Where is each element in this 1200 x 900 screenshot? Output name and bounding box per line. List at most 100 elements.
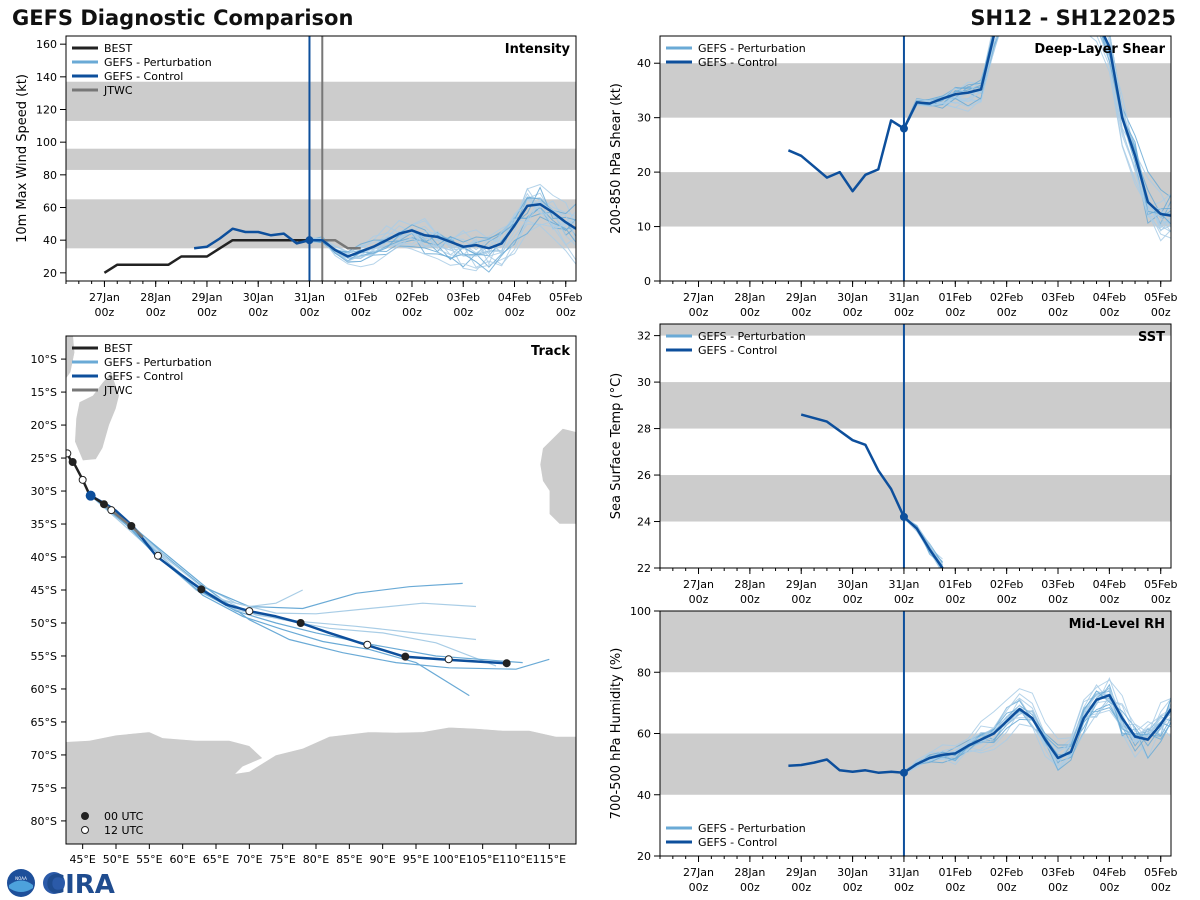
- shear-x-tick-label-day: 03Feb: [1041, 291, 1074, 304]
- rh-x-tick-label-hour: 00z: [791, 881, 811, 894]
- rh-x-tick-label-day: 28Jan: [734, 866, 765, 879]
- sst-x-tick-label-day: 03Feb: [1041, 578, 1074, 591]
- sst-perturbation-line: [903, 518, 941, 568]
- sst-frame: [659, 323, 1172, 569]
- track-y-tick-label: 40°S: [31, 551, 57, 564]
- track-perturbation-line: [90, 495, 463, 610]
- shear-y-axis-label: 200-850 hPa Shear (kt): [609, 83, 624, 234]
- shear-x-tick-label-hour: 00z: [689, 306, 709, 319]
- track-x-tick-label: 110°E: [499, 853, 532, 866]
- rh-x-tick-label-hour: 00z: [945, 881, 965, 894]
- sst-x-tick-label-hour: 00z: [1048, 593, 1068, 606]
- intensity-init-point: [305, 236, 314, 245]
- track-x-tick-label: 85°E: [336, 853, 362, 866]
- intensity-x-tick-label-day: 01Feb: [344, 291, 377, 304]
- intensity-x-tick-label-hour: 00z: [300, 306, 320, 319]
- sst-title: SST: [1138, 330, 1165, 345]
- track-perturbation-line: [90, 495, 550, 670]
- australia-land: [539, 428, 576, 525]
- rh-x-tick-label-hour: 00z: [740, 881, 760, 894]
- sst-perturbation-line: [903, 517, 941, 568]
- shear-perturbation-line: [903, 36, 1171, 207]
- shear-x-tick-label-day: 31Jan: [888, 291, 919, 304]
- rh-x-tick-label-day: 01Feb: [939, 866, 972, 879]
- track-marker-legend-symbol: [81, 812, 89, 820]
- shear-y-tick-label: 0: [644, 275, 651, 288]
- sst-legend-label: GEFS - Perturbation: [698, 330, 806, 343]
- rh-x-tick-label-day: 02Feb: [990, 866, 1023, 879]
- track-legend-label: GEFS - Control: [104, 370, 183, 383]
- rh-plot-area: [660, 611, 1171, 856]
- intensity-x-tick-label-hour: 00z: [146, 306, 166, 319]
- shear-x-tick-label-hour: 00z: [740, 306, 760, 319]
- shear-band: [660, 63, 1171, 118]
- intensity-y-tick-label: 120: [36, 104, 57, 117]
- sst-init-point: [899, 512, 908, 521]
- track-y-tick-label: 20°S: [31, 419, 57, 432]
- track-y-tick-label: 50°S: [31, 617, 57, 630]
- track-control-point: [296, 618, 305, 627]
- track-y-tick-label: 60°S: [31, 683, 57, 696]
- intensity-x-tick-label-day: 28Jan: [140, 291, 171, 304]
- intensity-title: Intensity: [505, 42, 571, 57]
- noaa-logo-text: NOAA: [15, 876, 27, 881]
- track-x-tick-label: 115°E: [533, 853, 566, 866]
- intensity-band: [66, 81, 576, 121]
- shear-x-tick-label-day: 02Feb: [990, 291, 1023, 304]
- track-perturbation-line: [90, 495, 477, 615]
- intensity-y-tick-label: 40: [43, 234, 57, 247]
- rh-x-tick-label-day: 30Jan: [837, 866, 868, 879]
- intensity-y-tick-label: 100: [36, 136, 57, 149]
- intensity-series-jtwc: [322, 238, 361, 250]
- intensity-x-tick-label-hour: 00z: [248, 306, 268, 319]
- track-y-tick-label: 80°S: [31, 815, 57, 828]
- track-x-tick-label: 60°E: [169, 853, 195, 866]
- noaa-cira-logo: NOAA CIRA: [7, 869, 115, 898]
- track-legend-label: GEFS - Perturbation: [104, 356, 212, 369]
- noaa-wave-icon: [9, 880, 33, 892]
- intensity-perturbation-line: [309, 197, 576, 262]
- track-marker-legend-label: 12 UTC: [104, 824, 144, 837]
- intensity-x-tick-label-day: 04Feb: [498, 291, 531, 304]
- track-y-tick-label: 55°S: [31, 650, 57, 663]
- sst-x-tick-label-hour: 00z: [843, 593, 863, 606]
- shear-x-tick-label-day: 05Feb: [1144, 291, 1177, 304]
- sst-x-tick-label-day: 01Feb: [939, 578, 972, 591]
- sst-x-tick-label-day: 29Jan: [786, 578, 817, 591]
- rh-y-axis-label: 700-500 hPa Humidity (%): [609, 648, 624, 820]
- shear-band: [660, 172, 1171, 227]
- rh-legend-label: GEFS - Control: [698, 836, 777, 849]
- track-map-area: [66, 336, 576, 844]
- shear-perturbation-line: [903, 36, 1171, 216]
- antarctica-land: [66, 726, 576, 844]
- rh-y-tick-label: 20: [637, 850, 651, 863]
- shear-x-tick-label-day: 30Jan: [837, 291, 868, 304]
- track-title: Track: [531, 344, 570, 359]
- shear-x-tick-label-day: 29Jan: [786, 291, 817, 304]
- shear-y-tick-label: 40: [637, 57, 651, 70]
- track-control-point: [85, 490, 96, 501]
- intensity-x-tick-label-day: 29Jan: [191, 291, 222, 304]
- shear-init-point: [899, 124, 908, 133]
- shear-x-tick-label-day: 04Feb: [1093, 291, 1126, 304]
- shear-perturbation-line: [903, 36, 1171, 242]
- rh-y-tick-label: 80: [637, 666, 651, 679]
- rh-x-tick-label-hour: 00z: [1048, 881, 1068, 894]
- track-best-point: [66, 449, 72, 458]
- intensity-x-tick-label-day: 03Feb: [446, 291, 479, 304]
- intensity-perturbation-line: [309, 216, 576, 273]
- track-control-point: [363, 640, 372, 649]
- track-x-tick-label: 90°E: [369, 853, 395, 866]
- track-y-tick-label: 65°S: [31, 716, 57, 729]
- intensity-x-tick-label-day: 05Feb: [549, 291, 582, 304]
- intensity-x-tick-label-day: 31Jan: [294, 291, 325, 304]
- sst-y-tick-label: 26: [637, 469, 651, 482]
- rh-y-tick-label: 40: [637, 789, 651, 802]
- intensity-legend-label: JTWC: [103, 84, 133, 97]
- sst-x-tick-label-hour: 00z: [894, 593, 914, 606]
- sst-x-tick-label-day: 04Feb: [1093, 578, 1126, 591]
- intensity-x-tick-label-hour: 00z: [197, 306, 217, 319]
- rh-x-tick-label-day: 03Feb: [1041, 866, 1074, 879]
- shear-series-gefs-control: [787, 36, 1171, 217]
